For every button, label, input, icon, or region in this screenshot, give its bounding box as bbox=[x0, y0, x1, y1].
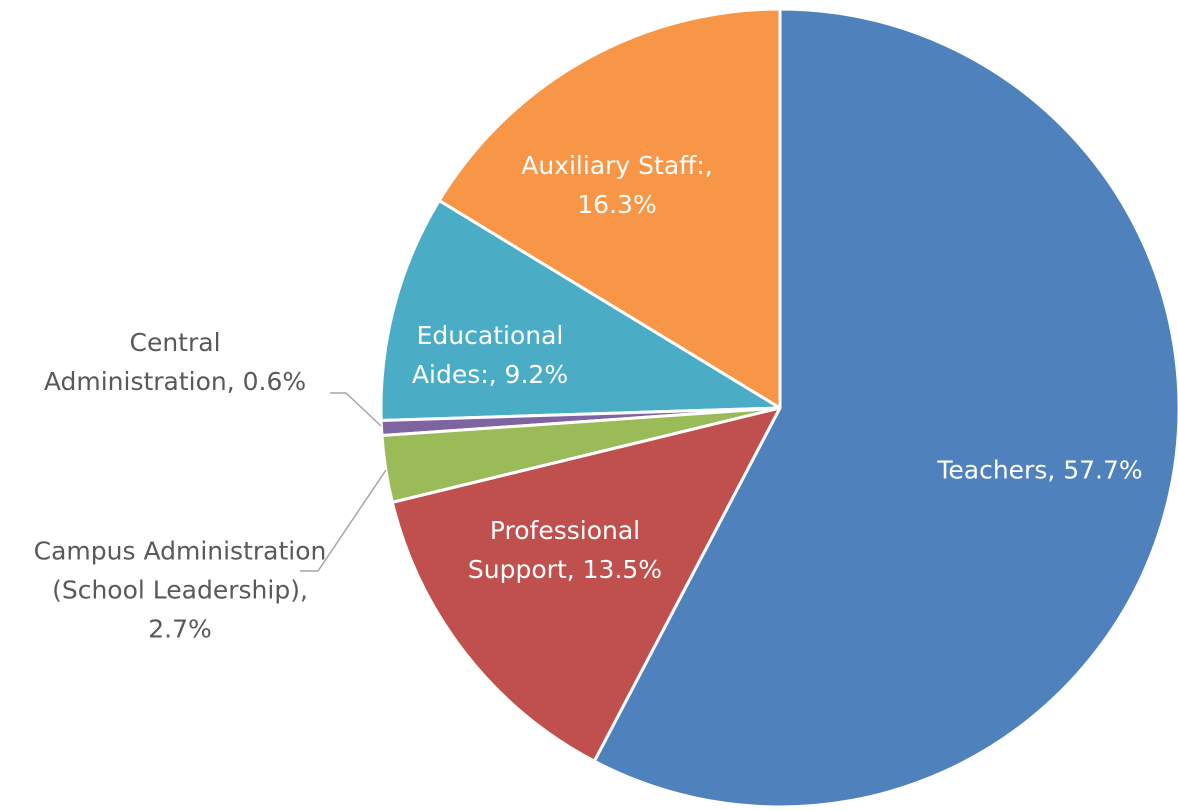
pie-slice bbox=[379, 198, 786, 423]
data-label: Campus Administration (School Leadership… bbox=[33, 536, 327, 644]
pie-slice bbox=[592, 7, 1178, 809]
data-label: Professional Support, 13.5% bbox=[467, 516, 663, 584]
data-label: Auxiliary Staff:, 16.3% bbox=[521, 151, 713, 219]
leader-line bbox=[330, 392, 382, 427]
pie-slice bbox=[390, 405, 783, 764]
data-label: Central Administration, 0.6% bbox=[43, 328, 307, 396]
data-label: Teachers, 57.7% bbox=[937, 455, 1143, 485]
data-label: Educational Aides:, 9.2% bbox=[411, 321, 569, 389]
pie-slice bbox=[437, 7, 782, 411]
leader-line bbox=[300, 469, 387, 572]
